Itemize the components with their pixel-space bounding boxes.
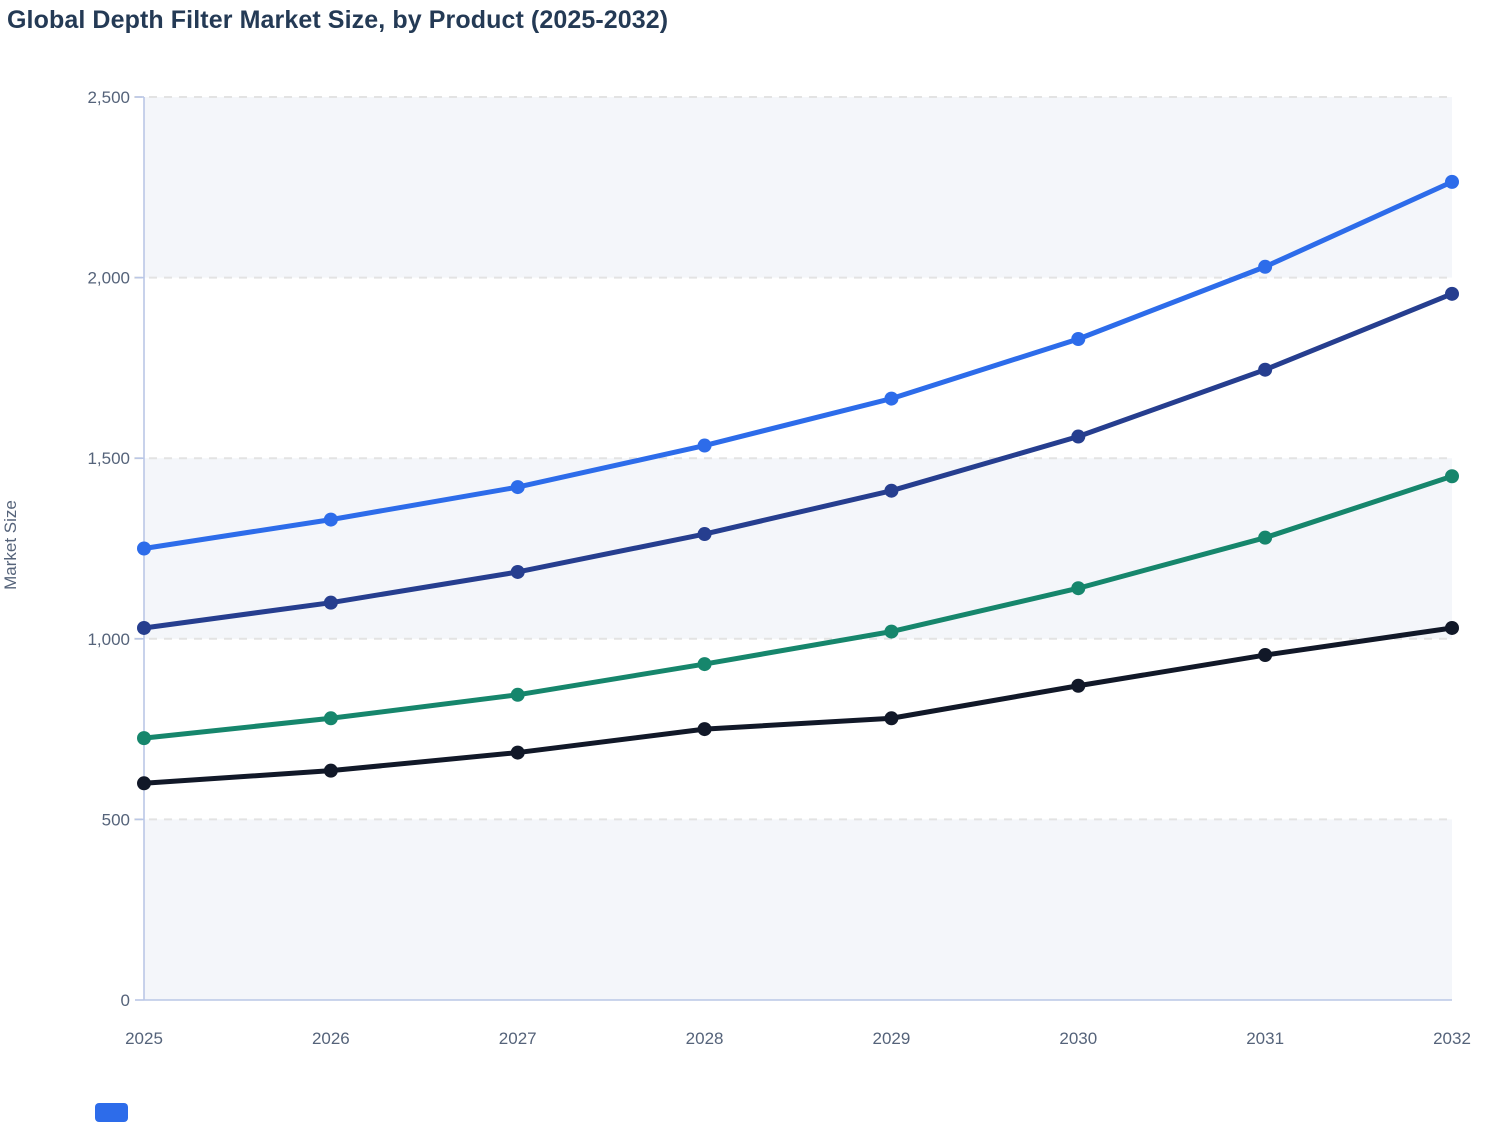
y-tick-label: 0 (121, 991, 130, 1010)
series-marker-series-3-teal (884, 624, 899, 639)
series-marker-series-4-dark (697, 722, 712, 737)
x-tick-label: 2028 (686, 1029, 724, 1048)
series-marker-series-2-navy (1445, 286, 1459, 301)
series-marker-series-1-blue (1445, 174, 1459, 189)
y-tick-label: 2,000 (87, 269, 130, 288)
x-tick-label: 2027 (499, 1029, 537, 1048)
series-marker-series-4-dark (137, 776, 151, 791)
series-marker-series-2-navy (323, 595, 338, 610)
series-marker-series-3-teal (1258, 530, 1273, 545)
plot-band (144, 458, 1452, 639)
series-line-series-4-dark (141, 625, 1455, 786)
series-line-series-1-blue (141, 179, 1455, 551)
series-marker-series-1-blue (510, 480, 525, 495)
series-marker-series-1-blue (884, 391, 899, 406)
y-tick-label: 1,000 (87, 630, 130, 649)
series-marker-series-3-teal (697, 657, 712, 672)
series-marker-series-2-navy (697, 527, 712, 542)
series-marker-series-1-blue (697, 438, 712, 453)
x-tick-label: 2026 (312, 1029, 350, 1048)
x-tick-label: 2032 (1433, 1029, 1471, 1048)
series-line-series-3-teal (141, 473, 1455, 741)
x-tick-label: 2025 (125, 1029, 163, 1048)
plot-band (144, 819, 1452, 1000)
series-marker-series-4-dark (510, 745, 525, 760)
series-marker-series-1-blue (1071, 332, 1086, 347)
series-marker-series-1-blue (137, 541, 151, 556)
y-tick-label: 2,500 (87, 88, 130, 107)
x-tick-label: 2029 (873, 1029, 911, 1048)
x-tick-label: 2030 (1059, 1029, 1097, 1048)
series-marker-series-3-teal (1071, 581, 1086, 596)
series-marker-series-2-navy (510, 564, 525, 579)
legend-swatch-clipped[interactable] (95, 1103, 128, 1122)
series-marker-series-3-teal (323, 711, 338, 726)
series-marker-series-1-blue (323, 512, 338, 527)
chart-title: Global Depth Filter Market Size, by Prod… (7, 6, 669, 34)
series-marker-series-4-dark (1445, 620, 1459, 635)
series-marker-series-2-navy (137, 620, 151, 635)
series-marker-series-3-teal (137, 731, 151, 746)
series-marker-series-2-navy (1258, 362, 1273, 377)
x-tick-label: 2031 (1246, 1029, 1284, 1048)
series-marker-series-4-dark (323, 763, 338, 778)
series-marker-series-1-blue (1258, 259, 1273, 274)
plot-band (144, 97, 1452, 278)
series-marker-series-2-navy (884, 483, 899, 498)
series-marker-series-2-navy (1071, 429, 1086, 444)
y-tick-label: 500 (102, 810, 130, 829)
series-marker-series-3-teal (510, 687, 525, 702)
series-marker-series-4-dark (884, 711, 899, 726)
y-tick-label: 1,500 (87, 449, 130, 468)
series-marker-series-4-dark (1258, 648, 1273, 663)
series-line-series-2-navy (141, 291, 1455, 631)
series-marker-series-3-teal (1445, 469, 1459, 484)
series-marker-series-4-dark (1071, 678, 1086, 693)
